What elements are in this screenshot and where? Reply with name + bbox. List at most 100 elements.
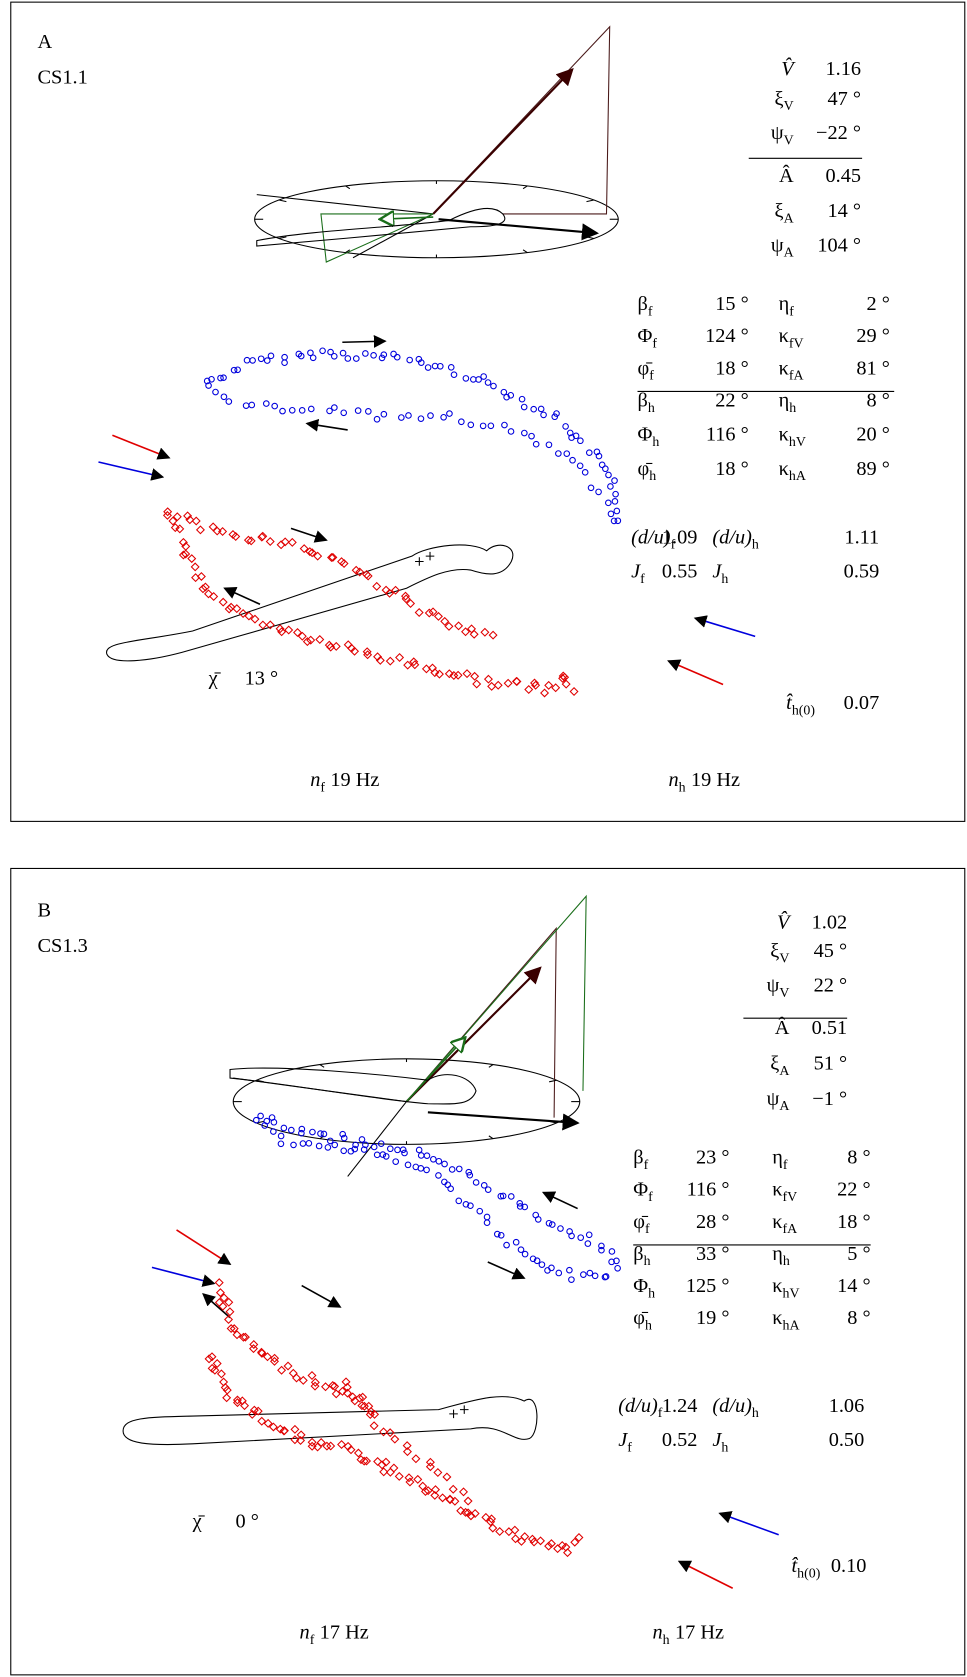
trajectory-marker: [178, 550, 188, 560]
trajectory-marker: [281, 359, 288, 367]
trajectory-marker: [315, 634, 325, 644]
trajectory-marker: [348, 1392, 358, 1402]
trajectory-marker: [257, 355, 265, 363]
value: 51 °: [814, 1053, 848, 1075]
trajectory-marker: [613, 1257, 620, 1265]
trajectory-marker: [352, 1141, 359, 1149]
trajectory-marker: [528, 432, 535, 440]
symbol-main: ξ: [770, 940, 779, 962]
symbol: βf: [633, 1147, 648, 1173]
trajectory-marker: [232, 1398, 242, 1408]
trajectory-marker: [568, 1276, 575, 1283]
trajectory-marker: [377, 1460, 387, 1470]
trajectory-marker: [434, 669, 444, 679]
trajectory-marker: [497, 1192, 505, 1200]
trajectory-marker: [316, 1437, 326, 1447]
trajectory-marker: [467, 421, 475, 429]
trajectory-marker: [385, 656, 395, 666]
trajectory-marker: [566, 1266, 573, 1274]
trajectory-marker: [322, 1441, 332, 1451]
trajectory-marker: [404, 1473, 414, 1483]
symbol-subscript: f: [789, 305, 794, 320]
trajectory-marker: [214, 1278, 224, 1288]
trajectory-marker: [238, 609, 248, 619]
trajectory-marker: [507, 1193, 515, 1200]
value: 15 °: [715, 293, 749, 315]
symbol: ηf: [779, 293, 795, 319]
trajectory-marker: [537, 405, 545, 413]
trajectory-marker: [424, 608, 434, 618]
trajectory-marker: [249, 1340, 259, 1350]
symbol: Jf: [618, 1429, 632, 1455]
trajectory-marker: [484, 379, 492, 386]
trajectory-marker: [529, 1255, 537, 1263]
trajectory-marker: [218, 597, 228, 607]
trajectory-marker: [321, 1382, 331, 1392]
trajectory-marker: [614, 1264, 621, 1272]
symbol-subscript: h: [652, 435, 659, 450]
trajectory-marker: [493, 680, 503, 690]
symbol-subscript: A: [779, 1099, 789, 1114]
value: 1.16: [825, 58, 861, 80]
trajectory-marker: [296, 1435, 306, 1445]
trajectory-marker: [331, 1141, 339, 1149]
symbol-subscript: h: [644, 1254, 651, 1269]
trajectory-marker: [412, 1163, 420, 1171]
trajectory-marker: [340, 409, 348, 417]
trajectory-marker: [224, 1314, 234, 1324]
trajectory-marker: [598, 461, 606, 469]
symbol-subscript: fA: [789, 369, 804, 384]
value: 0 °: [236, 1510, 259, 1532]
trajectory-marker: [305, 1139, 313, 1147]
panel-frame: [10, 1, 966, 822]
symbol-main: Φ: [638, 325, 653, 347]
trajectory-marker: [350, 646, 360, 656]
trajectory-marker: [257, 1112, 264, 1120]
trajectory-marker: [440, 616, 450, 626]
dial-tick: [522, 185, 528, 190]
trajectory-marker: [563, 1548, 573, 1558]
trajectory-marker: [613, 507, 621, 515]
trajectory-marker: [365, 408, 372, 415]
trajectory-marker: [299, 1140, 307, 1147]
trajectory-marker: [293, 628, 303, 638]
dial-tick: [278, 199, 287, 203]
trajectory-marker: [198, 584, 208, 594]
trajectory-marker: [310, 1381, 320, 1391]
symbol-main: η: [772, 1147, 783, 1169]
symbol: ξV: [770, 940, 789, 966]
trajectory-marker: [581, 469, 589, 476]
symbol-subscript: A: [779, 1064, 789, 1079]
trajectory-marker: [337, 1439, 347, 1449]
symbol-subscript: V: [779, 986, 789, 1001]
trajectory-marker: [339, 1130, 347, 1138]
symbol-main: V̂: [781, 57, 796, 80]
trajectory-marker: [555, 1269, 563, 1277]
trajectory-marker: [610, 517, 618, 525]
symbol: Jh: [712, 561, 728, 587]
trajectory-marker: [520, 403, 528, 411]
symbol-main: (d/u): [712, 1395, 752, 1417]
trajectory-marker: [375, 655, 385, 665]
symbol-main: (d/u): [631, 526, 671, 548]
value: 33 °: [696, 1243, 730, 1265]
trajectory-marker: [346, 1445, 356, 1455]
value: 0.52: [662, 1429, 698, 1451]
trajectory-marker: [487, 422, 495, 430]
value: 22 °: [814, 974, 848, 996]
trajectory-marker: [315, 1142, 323, 1150]
trajectory-marker: [313, 551, 323, 561]
trajectory-marker: [297, 631, 307, 641]
symbol-main: ψ: [771, 234, 784, 256]
trajectory-marker: [455, 1165, 463, 1173]
trajectory-marker: [499, 1192, 507, 1200]
trajectory-marker: [168, 516, 178, 526]
trajectory-marker: [191, 516, 201, 526]
trajectory-marker: [360, 1146, 368, 1153]
value: 81 °: [856, 357, 890, 379]
trajectory-marker: [399, 1146, 407, 1154]
value: 1.06: [829, 1395, 865, 1417]
symbol: φ̄h: [638, 458, 657, 484]
symbol-subscript: V: [779, 952, 789, 967]
trajectory-marker: [405, 1477, 415, 1487]
